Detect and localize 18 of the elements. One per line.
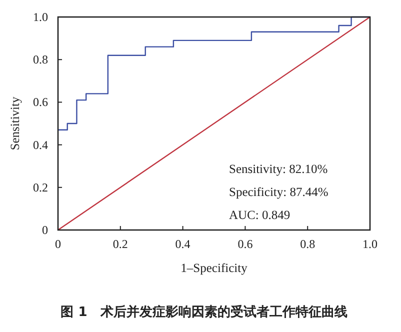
x-tick-label: 0	[55, 237, 61, 251]
x-tick-label: 0.6	[238, 237, 253, 251]
y-tick-label: 0.2	[33, 180, 48, 194]
y-tick-label: 0.6	[33, 95, 48, 110]
annotation: Specificity: 87.44%	[229, 185, 328, 199]
y-axis-title: Sensitivity	[8, 96, 22, 150]
x-tick-label: 0.2	[112, 237, 128, 251]
x-axis-title: 1–Specificity	[180, 261, 248, 275]
x-tick-label: 1.0	[362, 237, 378, 251]
y-tick-label: 1.0	[33, 10, 48, 24]
annotation: AUC: 0.849	[229, 208, 290, 222]
x-tick-label: 0.4	[175, 237, 190, 251]
y-tick-label: 0	[42, 223, 48, 237]
text: 图 1 术后并发症影响因素的受试者工作特征曲线	[60, 304, 348, 320]
y-tick-label: 0.4	[33, 138, 48, 152]
x-tick-label: 0.8	[300, 237, 316, 251]
annotation: Sensitivity: 82.10%	[229, 162, 328, 176]
y-tick-label: 0.8	[33, 52, 48, 67]
